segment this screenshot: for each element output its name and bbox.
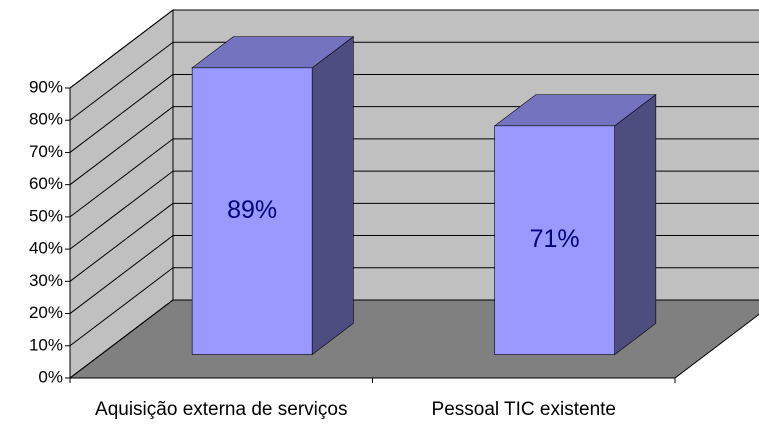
grid-line [69,41,174,121]
grid-line [69,235,174,314]
y-tick-label: 0% [38,367,63,386]
bar-side [614,94,657,356]
data-label: 71% [530,225,580,253]
x-tick-label: Aquisição externa de serviços [95,399,348,420]
y-tick-label: 50% [29,206,63,225]
y-tick-label: 60% [29,174,63,193]
bar [191,67,313,355]
grid-line [69,9,174,89]
y-tick-label: 10% [29,335,63,354]
grid-line [69,299,174,379]
y-tick-label: 80% [29,110,63,129]
y-tick-label: 70% [29,142,63,161]
y-tick-label: 40% [29,239,63,258]
data-label: 89% [227,196,277,224]
grid-line [69,170,174,250]
y-tick-label: 90% [29,77,63,96]
grid-line [69,138,174,218]
grid-line [69,202,174,282]
bar-side [311,36,354,356]
grid-line [69,267,174,347]
x-tick-label: Pessoal TIC existente [431,399,616,420]
y-tick-label: 30% [29,271,63,290]
grid-line [69,106,174,186]
grid-line [69,74,174,153]
y-tick-label: 20% [29,303,63,322]
bar [494,125,615,355]
